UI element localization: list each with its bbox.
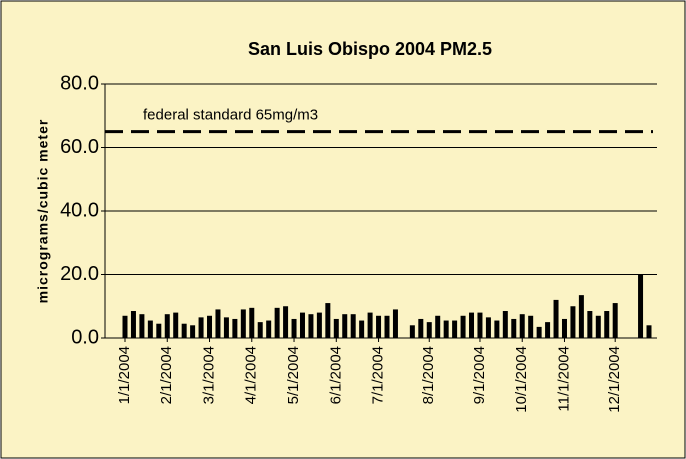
bar bbox=[511, 318, 517, 338]
bar bbox=[545, 322, 551, 338]
reference-label: federal standard 65mg/m3 bbox=[143, 107, 318, 124]
bar bbox=[604, 311, 610, 338]
bar bbox=[426, 322, 432, 338]
bar bbox=[452, 320, 458, 338]
bar bbox=[418, 318, 424, 338]
bar bbox=[299, 312, 305, 338]
bar bbox=[536, 326, 542, 338]
bar bbox=[308, 314, 314, 338]
bar bbox=[122, 315, 128, 338]
y-tick-label: 20.0 bbox=[60, 263, 99, 285]
bar bbox=[519, 314, 525, 338]
bar bbox=[578, 295, 584, 338]
bar bbox=[435, 315, 441, 338]
x-tick-label: 12/1/2004 bbox=[606, 346, 623, 413]
bar bbox=[485, 317, 491, 338]
x-tick-label: 4/1/2004 bbox=[243, 346, 260, 404]
bar bbox=[139, 314, 145, 338]
bar bbox=[249, 307, 255, 338]
bar bbox=[646, 325, 652, 338]
bar bbox=[384, 315, 390, 338]
bar bbox=[223, 317, 229, 338]
bar bbox=[240, 309, 246, 338]
x-tick-label: 3/1/2004 bbox=[200, 346, 217, 404]
x-tick-label: 6/1/2004 bbox=[327, 346, 344, 404]
bar bbox=[587, 311, 593, 338]
x-tick-label: 10/1/2004 bbox=[513, 346, 530, 413]
bar bbox=[528, 315, 534, 338]
x-tick-label: 2/1/2004 bbox=[158, 346, 175, 404]
bar bbox=[181, 323, 187, 338]
bar bbox=[333, 318, 339, 338]
bar bbox=[570, 306, 576, 338]
x-tick-label: 5/1/2004 bbox=[285, 346, 302, 404]
chart-title: San Luis Obispo 2004 PM2.5 bbox=[248, 39, 492, 59]
bar bbox=[198, 317, 204, 338]
bar bbox=[316, 312, 322, 338]
y-tick-label: 0.0 bbox=[71, 326, 99, 348]
bar bbox=[392, 309, 398, 338]
bar bbox=[147, 320, 153, 338]
bar bbox=[469, 312, 475, 338]
bar bbox=[342, 314, 348, 338]
bar bbox=[173, 312, 179, 338]
x-tick-label: 9/1/2004 bbox=[471, 346, 488, 404]
bar bbox=[359, 320, 365, 338]
bar bbox=[367, 312, 373, 338]
y-axis-label: micrograms/cubic meter bbox=[35, 119, 51, 304]
bar bbox=[291, 318, 297, 338]
bar bbox=[409, 325, 415, 338]
x-tick-label: 1/1/2004 bbox=[116, 346, 133, 404]
bar bbox=[130, 311, 136, 338]
x-tick-label: 11/1/2004 bbox=[555, 346, 572, 412]
y-tick-label: 40.0 bbox=[60, 199, 99, 221]
bar bbox=[612, 303, 618, 338]
bar bbox=[502, 311, 508, 338]
bar bbox=[477, 312, 483, 338]
bar bbox=[232, 318, 238, 338]
bar bbox=[207, 315, 213, 338]
bar bbox=[350, 314, 356, 338]
y-tick-label: 80.0 bbox=[60, 72, 99, 94]
bar bbox=[443, 320, 449, 338]
bar bbox=[266, 320, 272, 338]
bar bbox=[494, 320, 500, 338]
x-tick-label: 7/1/2004 bbox=[370, 346, 387, 404]
bar bbox=[595, 315, 601, 338]
bar bbox=[376, 315, 382, 338]
bar bbox=[460, 315, 466, 338]
x-tick-label: 8/1/2004 bbox=[420, 346, 437, 404]
bar bbox=[553, 299, 559, 338]
bar bbox=[283, 306, 289, 338]
bar bbox=[164, 314, 170, 338]
bar bbox=[638, 274, 644, 338]
bar bbox=[274, 307, 280, 338]
bar bbox=[215, 309, 221, 338]
bar bbox=[257, 322, 263, 338]
bar bbox=[561, 318, 567, 338]
y-tick-label: 60.0 bbox=[60, 136, 99, 158]
bar bbox=[190, 325, 196, 338]
bar bbox=[325, 303, 331, 338]
bar bbox=[156, 323, 162, 338]
